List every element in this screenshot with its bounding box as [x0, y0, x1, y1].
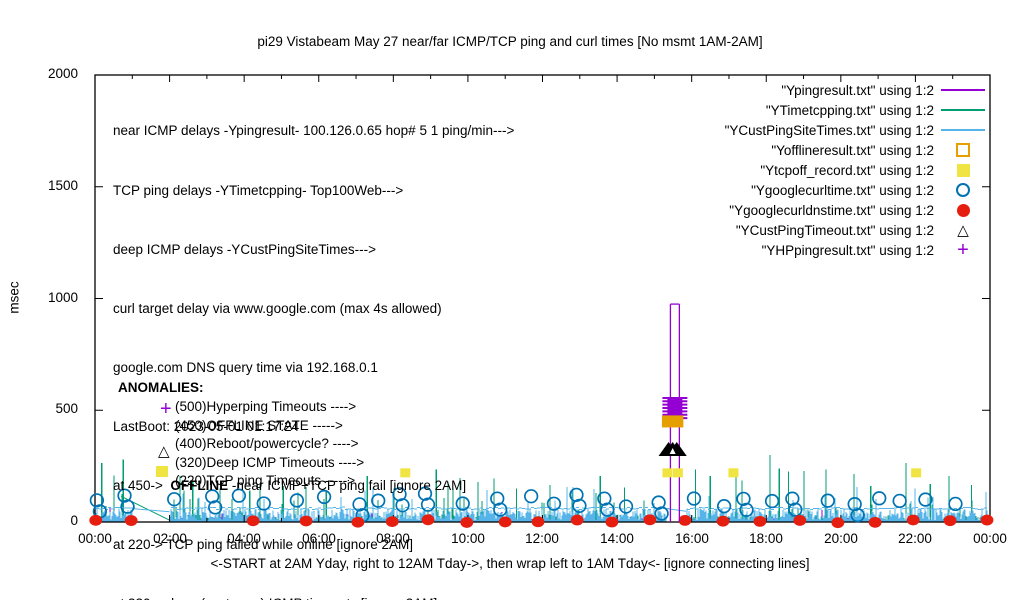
plus-icon: + [957, 239, 969, 261]
anomaly-item: (220)TCP ping Timeouts -----> [175, 473, 356, 489]
legend-row: "Ypingresult.txt" using 1:2 [640, 80, 992, 100]
x-tick-label: 02:00 [153, 531, 187, 546]
legend-row: "YCustPingTimeout.txt" using 1:2 △ [640, 220, 992, 240]
legend-row: "Ygooglecurltime.txt" using 1:2 [640, 180, 992, 200]
annotation-block: near ICMP delays -Ypingresult- 100.126.0… [113, 82, 514, 600]
legend-row: "Yofflineresult.txt" using 1:2 [640, 140, 992, 160]
x-tick-label: 18:00 [749, 531, 783, 546]
x-tick-label: 04:00 [227, 531, 261, 546]
x-tick-label: 00:00 [78, 531, 112, 546]
annotation-line: near ICMP delays -Ypingresult- 100.126.0… [113, 123, 515, 139]
anomalies-key: ANOMALIES: (500)Hyperping Timeouts ---->… [118, 380, 448, 492]
annotation-line: TCP ping delays -YTimetcpping- Top100Web… [113, 182, 404, 198]
x-tick-label: 16:00 [675, 531, 709, 546]
legend-row: "YCustPingSiteTimes.txt" using 1:2 [640, 120, 992, 140]
x-axis-label: <-START at 2AM Yday, right to 12AM Tday-… [210, 556, 810, 571]
annotation-line: at 220-> TCP ping failed while online [i… [113, 537, 414, 553]
legend-label: "Yofflineresult.txt" using 1:2 [771, 142, 934, 158]
legend-label: "YCustPingSiteTimes.txt" using 1:2 [724, 122, 934, 138]
open-triangle-icon: △ [957, 221, 969, 239]
legend-label: "YCustPingTimeout.txt" using 1:2 [735, 222, 934, 238]
y-tick-label: 500 [55, 401, 78, 416]
legend-label: "YTimetcpping.txt" using 1:2 [765, 102, 934, 118]
annotation-line: LastBoot: 2023-05-01 01:17:24 [113, 418, 300, 434]
filled-circle-icon [934, 203, 992, 217]
chart-title: pi29 Vistabeam May 27 near/far ICMP/TCP … [257, 34, 763, 49]
legend-label: "Ypingresult.txt" using 1:2 [781, 82, 934, 98]
legend-row: "YTimetcpping.txt" using 1:2 [640, 100, 992, 120]
open-square-icon [934, 143, 992, 157]
annotation-line: at 450-> OFFLINE -near ICMP+TCP ping fai… [113, 478, 467, 494]
x-tick-label: 06:00 [302, 531, 336, 546]
x-tick-label: 10:00 [451, 531, 485, 546]
x-tick-label: 14:00 [600, 531, 634, 546]
filled-square-icon [156, 466, 168, 477]
legend-label: "Ygooglecurldnstime.txt" using 1:2 [729, 202, 934, 218]
annotation-line: at 320-> deep (customer) ICMP timeouts [… [113, 594, 514, 600]
anomaly-item: (500)Hyperping Timeouts ----> [175, 399, 357, 414]
legend-row: "Ytcpoff_record.txt" using 1:2 [640, 160, 992, 180]
anomalies-header: ANOMALIES: [118, 380, 204, 395]
anomaly-item: (320)Deep ICMP Timeouts ----> [175, 454, 365, 470]
teal-line-swatch [934, 109, 992, 111]
y-tick-label: 0 [70, 513, 78, 528]
annotation-line: curl target delay via www.google.com (ma… [113, 300, 442, 316]
annotation-line: google.com DNS query time via 192.168.0.… [113, 359, 378, 375]
legend-label: "YHPpingresult.txt" using 1:2 [761, 242, 934, 258]
x-tick-label: 00:00 [973, 531, 1007, 546]
x-tick-label: 20:00 [824, 531, 858, 546]
annotation-line: deep ICMP delays -YCustPingSiteTimes---> [113, 241, 376, 257]
y-axis-label: msec [6, 281, 22, 314]
x-tick-label: 08:00 [376, 531, 410, 546]
plus-icon: + [160, 398, 172, 420]
legend-row: "Ygooglecurldnstime.txt" using 1:2 [640, 200, 992, 220]
x-tick-label: 12:00 [525, 531, 559, 546]
y-tick-label: 2000 [47, 66, 78, 81]
filled-square-icon [934, 163, 992, 177]
legend-label: "Ygooglecurltime.txt" using 1:2 [751, 182, 934, 198]
anomaly-item: (400)Reboot/powercycle? ----> [175, 436, 359, 452]
legend-label: "Ytcpoff_record.txt" using 1:2 [760, 162, 934, 178]
purple-line-swatch [934, 89, 992, 91]
open-circle-icon [934, 183, 992, 197]
legend: "Ypingresult.txt" using 1:2 "YTimetcppin… [640, 80, 992, 260]
open-triangle-icon: △ [158, 443, 170, 460]
legend-row: "YHPpingresult.txt" using 1:2 + [640, 240, 992, 260]
sky-line-swatch [934, 129, 992, 131]
y-tick-label: 1500 [47, 178, 78, 193]
anomaly-item: (450)OFFLINE STATE -----> [175, 417, 343, 433]
x-tick-label: 22:00 [898, 531, 932, 546]
y-tick-label: 1000 [47, 290, 78, 305]
